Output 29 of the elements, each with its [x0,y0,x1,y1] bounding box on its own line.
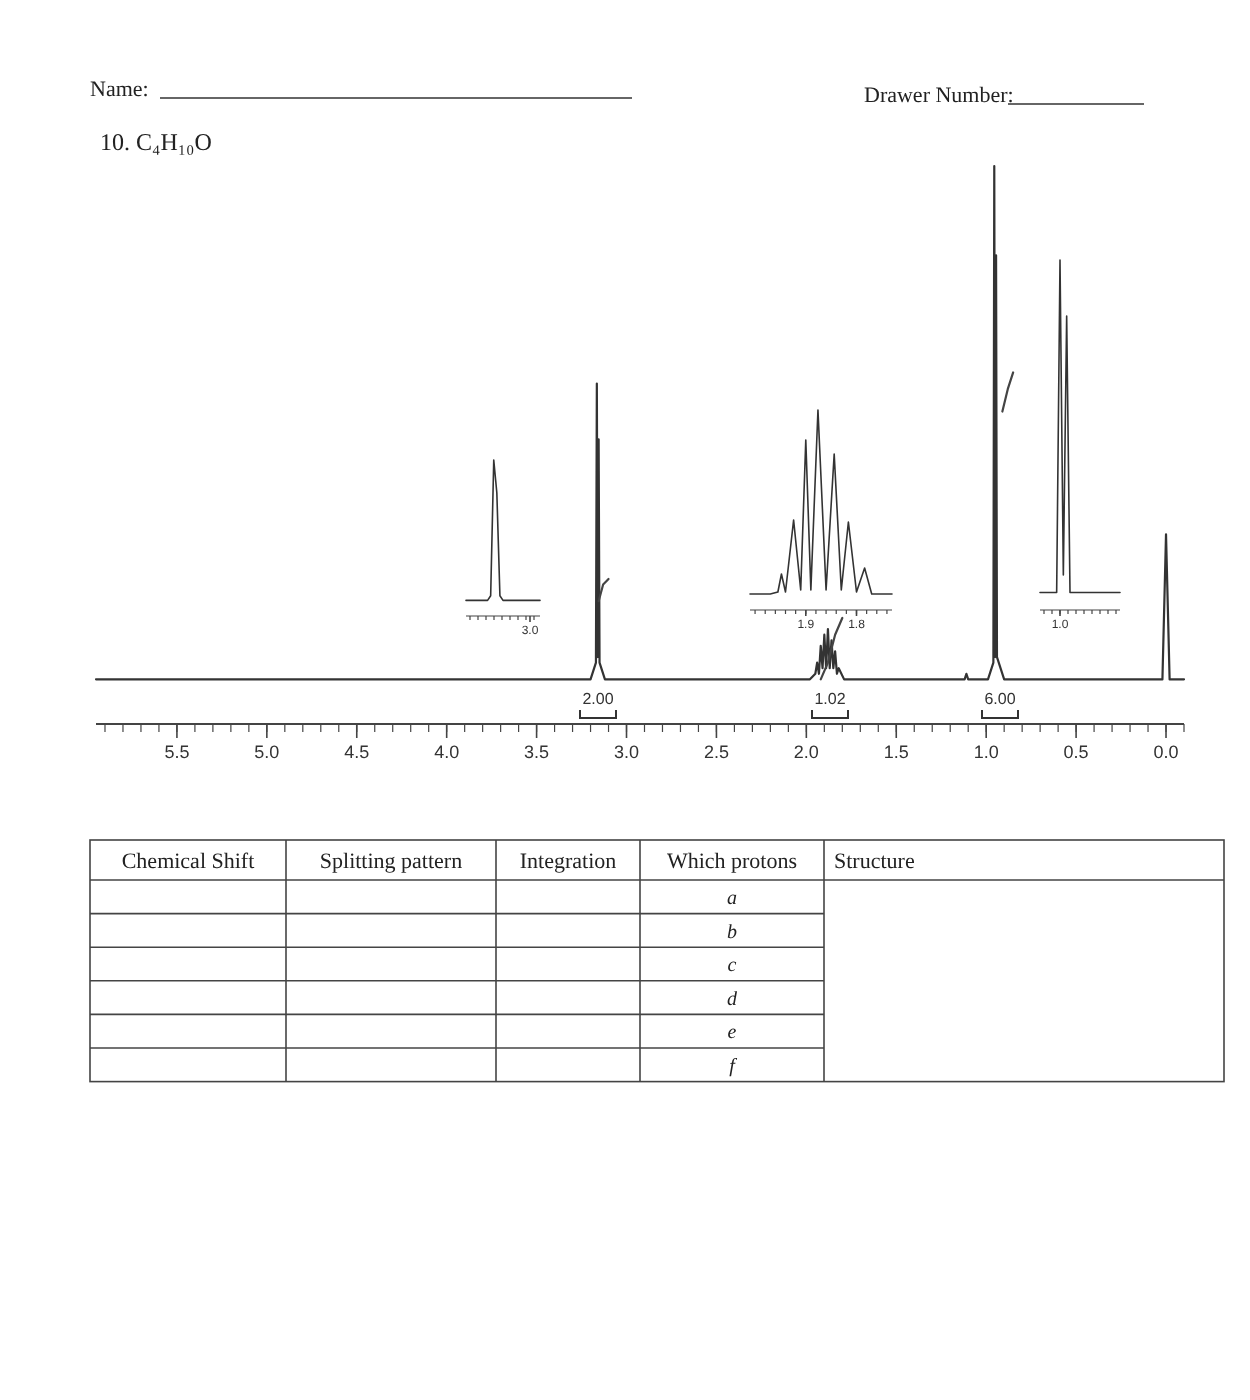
text: d [727,988,739,1011]
category-label: Chemical Shift [121,850,255,874]
annotation: 2.00 [582,690,615,708]
text: Name: [90,78,149,102]
x-tick-label: 5.5 [164,742,190,762]
x-tick-label: 4.0 [434,742,460,762]
category-label: Which protons [666,850,798,874]
annotation: 6.00 [984,690,1017,708]
text: b [727,921,737,944]
x-tick-label: 0.5 [1063,742,1089,762]
category-label: Integration [519,850,618,874]
x-tick-label: 1.5 [883,742,909,762]
text: Drawer Number: [864,84,1014,108]
x-tick-label: 3.5 [524,742,550,762]
text: a [727,888,737,910]
text: e [727,1022,738,1045]
x-tick-label: 0.0 [1153,742,1179,762]
category-label: Splitting pattern [319,850,464,874]
chart-title: 10. C₄H₁₀O [100,128,213,156]
x-tick-label: 4.5 [344,742,370,762]
text: c [727,955,738,978]
x-tick-label: 2.0 [793,742,819,762]
x-tick-label: 2.5 [703,742,729,762]
text: f [729,1056,738,1078]
x-tick-label: 3.0 [614,742,640,762]
category-label: Structure [834,850,915,874]
x-tick-label: 1.0 [973,742,999,762]
annotation: 1.02 [814,690,847,708]
x-tick-label: 5.0 [254,742,280,762]
